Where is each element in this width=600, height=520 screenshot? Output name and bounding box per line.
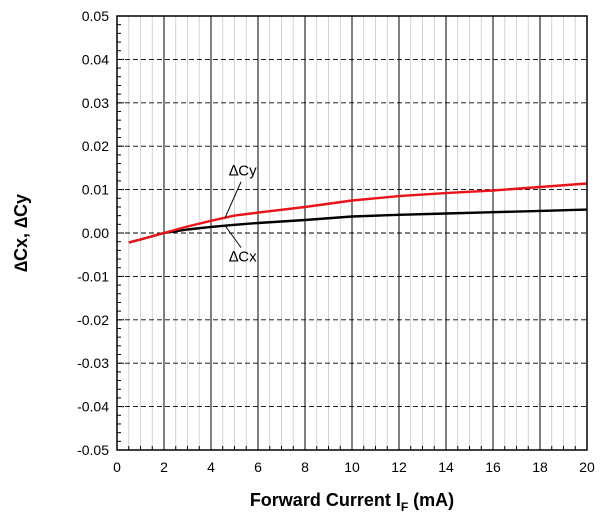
x-tick-label: 14	[438, 459, 454, 475]
x-axis-title-unit: (mA)	[408, 490, 454, 510]
y-tick-label: 0.01	[82, 182, 109, 198]
annotation-leader-cy	[224, 181, 242, 218]
annotation-label-cy: ∆Cy	[229, 163, 257, 180]
annotation-label-cx: ∆Cx	[229, 249, 257, 266]
y-tick-label: -0.03	[77, 355, 109, 371]
x-axis-title-subscript: F	[401, 500, 408, 514]
y-tick-label: -0.04	[77, 399, 109, 415]
x-tick-labels: 0 2 4 6 8 10 12 14 16 18 20	[113, 459, 595, 475]
y-tick-labels: 0.05 0.04 0.03 0.02 0.01 0.00 -0.01 -0.02 -0.03 -…	[77, 8, 109, 458]
x-axis-title-main: Forward Current I	[250, 490, 401, 510]
y-tick-label: 0.05	[82, 8, 109, 24]
y-tick-label: -0.01	[77, 268, 109, 284]
x-tick-label: 20	[579, 459, 595, 475]
tick-marks	[116, 15, 588, 451]
x-tick-label: 10	[344, 459, 360, 475]
y-tick-label: 0.00	[82, 225, 109, 241]
series-line-cx	[128, 208, 588, 244]
y-axis-title: ∆Cx, ∆Cy	[11, 194, 31, 272]
x-tick-label: 4	[207, 459, 215, 475]
y-tick-label: 0.03	[82, 95, 109, 111]
series-line-cy	[128, 182, 588, 244]
x-tick-label: 2	[160, 459, 168, 475]
x-tick-label: 12	[391, 459, 407, 475]
y-tick-label: 0.04	[82, 51, 109, 67]
series-layer	[128, 182, 588, 244]
x-axis-title: Forward Current IF (mA)	[250, 490, 454, 514]
annotation-leader-cx	[224, 225, 242, 248]
x-tick-label: 18	[532, 459, 548, 475]
x-tick-label: 16	[485, 459, 501, 475]
x-tick-label: 0	[113, 459, 121, 475]
y-tick-label: 0.02	[82, 138, 109, 154]
y-tick-label: -0.02	[77, 312, 109, 328]
y-tick-label: -0.05	[77, 442, 109, 458]
x-tick-label: 8	[301, 459, 309, 475]
annotation-layer: ∆Cy ∆Cx	[224, 163, 257, 266]
x-tick-label: 6	[254, 459, 262, 475]
